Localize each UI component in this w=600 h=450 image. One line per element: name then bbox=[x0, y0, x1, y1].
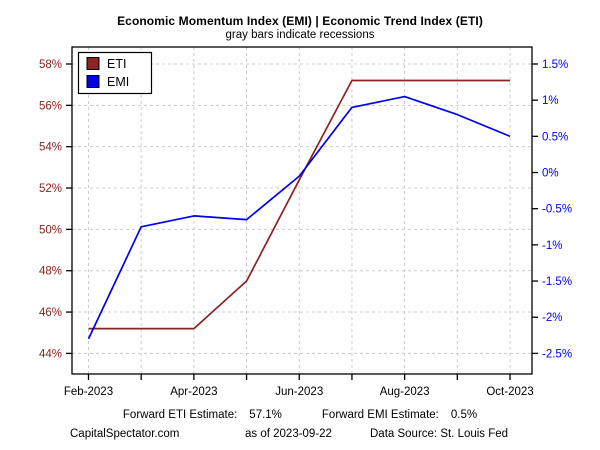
right-axis-label: -1% bbox=[542, 240, 562, 252]
forward-emi-value: 0.5% bbox=[450, 409, 478, 421]
left-axis-label: 46% bbox=[39, 307, 62, 319]
forward-emi-label: Forward EMI Estimate: bbox=[321, 409, 439, 421]
chart-subtitle: gray bars indicate recessions bbox=[225, 29, 375, 41]
right-axis-label: -0.5% bbox=[542, 204, 572, 216]
legend-label-emi: EMI bbox=[107, 75, 129, 89]
right-axis-label: -2.5% bbox=[542, 348, 572, 360]
right-axis-label: 0% bbox=[542, 168, 559, 180]
right-axis-label: 0.5% bbox=[542, 131, 568, 143]
left-axis-label: 48% bbox=[39, 266, 62, 278]
x-axis-label: Aug-2023 bbox=[380, 386, 430, 398]
left-axis-label: 54% bbox=[39, 142, 62, 154]
left-axis-label: 50% bbox=[39, 224, 62, 236]
legend-label-eti: ETI bbox=[107, 57, 126, 71]
x-axis-label: Apr-2023 bbox=[170, 386, 217, 398]
left-axis-label: 52% bbox=[39, 183, 62, 195]
right-axis-label: -2% bbox=[542, 312, 562, 324]
credits-row: CapitalSpectator.com as of 2023-09-22 Da… bbox=[0, 428, 600, 444]
x-axis-label: Feb-2023 bbox=[64, 386, 113, 398]
left-axis-label: 56% bbox=[39, 100, 62, 112]
data-source: Data Source: St. Louis Fed bbox=[370, 428, 509, 440]
series-line-emi bbox=[87, 95, 511, 340]
right-axis-label: 1.5% bbox=[542, 59, 568, 71]
x-axis-label: Oct-2023 bbox=[486, 386, 533, 398]
forward-eti-value: 57.1% bbox=[249, 409, 282, 421]
left-axis-label: 58% bbox=[39, 59, 62, 71]
chart-title: Economic Momentum Index (EMI) | Economic… bbox=[117, 14, 483, 28]
left-axis-label: 44% bbox=[39, 348, 62, 360]
right-axis-label: 1% bbox=[542, 95, 559, 107]
forward-eti-label: Forward ETI Estimate: bbox=[122, 409, 238, 421]
series-line-eti bbox=[88, 79, 510, 330]
right-axis-label: -1.5% bbox=[542, 276, 572, 288]
site-credit: CapitalSpectator.com bbox=[70, 428, 180, 440]
legend-swatch-emi bbox=[86, 75, 100, 88]
as-of-date: as of 2023-09-22 bbox=[245, 428, 332, 440]
forward-estimates-row: Forward ETI Estimate: 57.1% Forward EMI Es… bbox=[0, 409, 600, 421]
x-axis-label: Jun-2023 bbox=[275, 386, 323, 398]
legend-swatch-eti bbox=[86, 57, 100, 70]
plot-border bbox=[71, 46, 533, 375]
